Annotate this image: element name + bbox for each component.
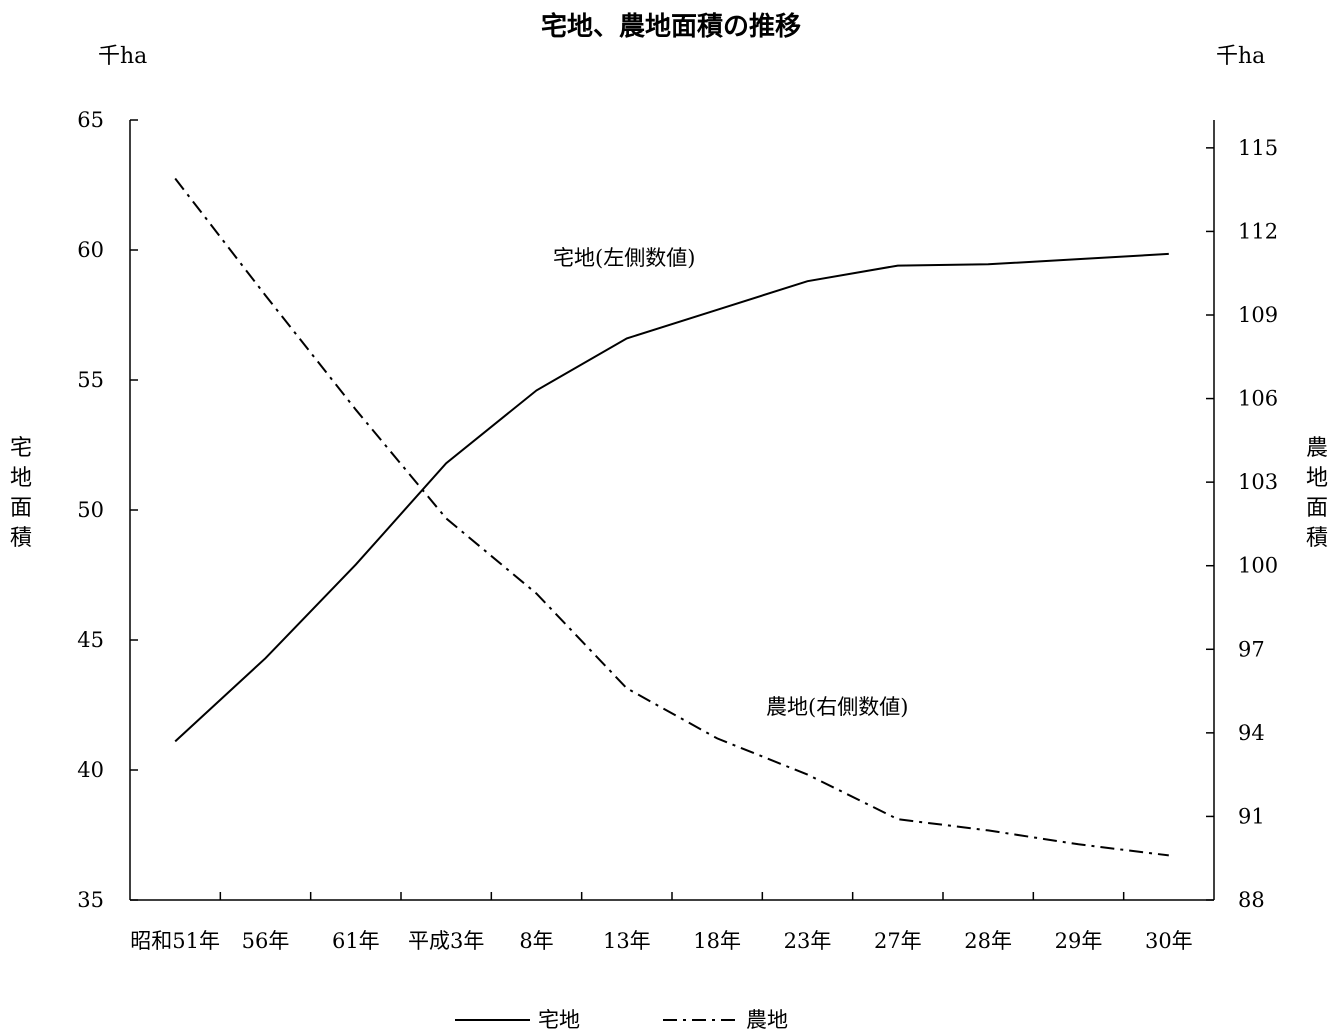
right-tick-label: 109	[1238, 303, 1278, 327]
legend: 宅地 農地	[0, 1004, 1342, 1032]
left-tick-label: 60	[77, 238, 104, 262]
left-tick-label: 65	[77, 108, 104, 132]
x-tick-label: 昭和51年	[130, 929, 220, 953]
left-axis-label: 宅地面積	[9, 436, 32, 551]
series-line-takuchi	[174, 252, 1169, 743]
annotation-takuchi: 宅地(左側数値)	[553, 246, 696, 270]
right-tick-label: 97	[1238, 637, 1265, 661]
left-tick-label: 55	[77, 368, 104, 392]
annotation-nouchi: 農地(右側数値)	[766, 695, 909, 719]
x-tick-label: 23年	[784, 929, 832, 953]
right-tick-label: 103	[1238, 470, 1278, 494]
left-tick-label: 50	[77, 498, 104, 522]
right-axis-unit: 千ha	[1216, 44, 1266, 69]
right-tick-label: 115	[1238, 136, 1278, 160]
right-tick-label: 106	[1238, 387, 1278, 411]
right-tick-label: 112	[1238, 219, 1278, 243]
right-tick-label: 91	[1238, 804, 1265, 828]
x-tick-label: 28年	[964, 929, 1012, 953]
right-tick-label: 94	[1238, 721, 1265, 745]
left-axis-unit: 千ha	[98, 44, 148, 69]
x-tick-label: 13年	[603, 929, 651, 953]
left-tick-label: 40	[77, 758, 104, 782]
chart-title: 宅地、農地面積の推移	[540, 12, 801, 42]
right-tick-label: 100	[1238, 554, 1278, 578]
x-tick-label: 61年	[332, 929, 380, 953]
x-tick-label: 29年	[1055, 929, 1103, 953]
right-tick-label: 88	[1238, 888, 1265, 912]
left-tick-label: 35	[77, 888, 104, 912]
x-tick-label: 8年	[519, 929, 553, 953]
x-tick-label: 56年	[242, 929, 290, 953]
legend-label-takuchi: 宅地	[538, 1008, 580, 1032]
x-tick-label: 18年	[693, 929, 741, 953]
x-tick-label: 平成3年	[408, 929, 484, 953]
series-line-nouchi	[174, 177, 1169, 857]
x-tick-label: 27年	[874, 929, 922, 953]
x-tick-label: 30年	[1145, 929, 1193, 953]
right-axis-label: 農地面積	[1305, 436, 1328, 551]
left-tick-label: 45	[77, 628, 104, 652]
legend-label-nouchi: 農地	[746, 1008, 788, 1032]
line-chart: 35 40 45 50 55 60 65 88 91 94 97 100 103 106 109 112 115…	[77, 108, 1278, 953]
